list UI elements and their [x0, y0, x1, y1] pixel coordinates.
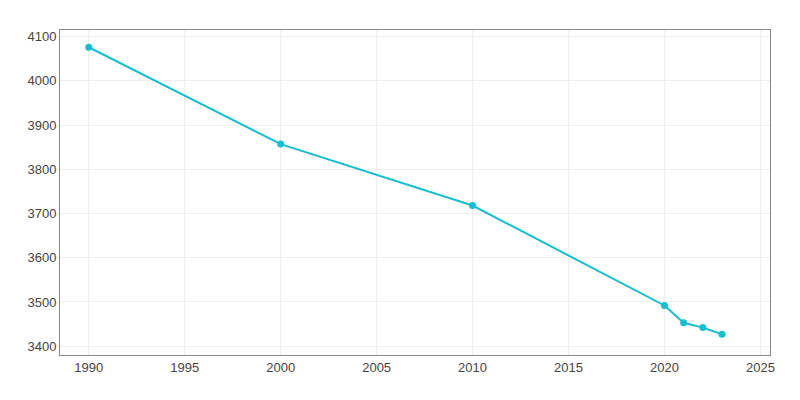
svg-text:2000: 2000: [266, 360, 295, 375]
svg-text:3700: 3700: [27, 206, 56, 221]
svg-text:2025: 2025: [746, 360, 775, 375]
svg-text:2020: 2020: [650, 360, 679, 375]
svg-text:2005: 2005: [362, 360, 391, 375]
svg-text:2010: 2010: [458, 360, 487, 375]
svg-text:1990: 1990: [74, 360, 103, 375]
svg-text:3900: 3900: [27, 118, 56, 133]
svg-text:3600: 3600: [27, 250, 56, 265]
svg-text:4000: 4000: [27, 73, 56, 88]
svg-text:4100: 4100: [27, 29, 56, 44]
svg-text:1995: 1995: [170, 360, 199, 375]
svg-text:2015: 2015: [554, 360, 583, 375]
svg-text:3400: 3400: [27, 339, 56, 354]
svg-text:3500: 3500: [27, 294, 56, 309]
svg-text:3800: 3800: [27, 162, 56, 177]
